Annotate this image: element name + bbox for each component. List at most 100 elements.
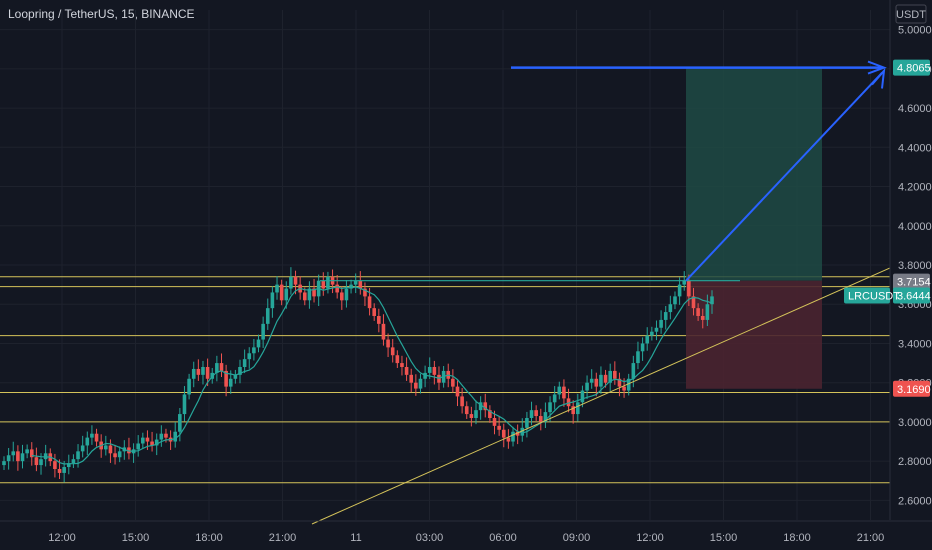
x-tick-label: 15:00 (122, 532, 150, 544)
candle-body (326, 276, 330, 289)
candle-body (284, 288, 289, 301)
candle-body (349, 284, 353, 289)
ascending-trendline (311, 267, 891, 525)
candle-body (645, 335, 650, 344)
candle-body (599, 374, 603, 387)
candle-body (71, 459, 76, 464)
candle-body (233, 374, 238, 379)
candle-body (145, 437, 150, 442)
candle-body (552, 394, 557, 403)
candle-body (29, 449, 34, 458)
time-axis[interactable]: 12:00 15:00 18:00 21:00 11 03:00 06:00 09:00 12:… (0, 520, 932, 544)
candle-body (127, 447, 131, 454)
candle-body (34, 457, 39, 466)
candle-body (455, 386, 460, 397)
projection-arrow (685, 72, 883, 282)
candle-body (219, 363, 224, 371)
x-tick-label: 03:00 (416, 532, 444, 544)
candle-body (224, 370, 228, 387)
ma-line (31, 286, 713, 465)
candle-body (25, 449, 29, 454)
symbol-label-text: LRCUSDT (848, 291, 900, 303)
candle-body (650, 331, 654, 336)
price-label-text: 4.8065 (897, 63, 931, 75)
x-tick-label: 12:00 (48, 532, 76, 544)
arrow-head-right (867, 60, 887, 75)
candle-body (381, 323, 386, 340)
candle-body (270, 292, 275, 309)
candle-body (20, 453, 25, 462)
x-tick-label: 21:00 (269, 532, 297, 544)
y-tick-label: 5.0000 (898, 25, 932, 37)
candle-body (335, 284, 339, 293)
candle-body (173, 431, 178, 442)
candle-body (668, 304, 673, 313)
candle-body (205, 367, 210, 379)
price-axis[interactable]: USDT (889, 0, 932, 520)
y-tick-label: 4.2000 (898, 182, 932, 194)
y-tick-label: 4.6000 (898, 103, 932, 115)
currency-label: USDT (896, 9, 926, 21)
candle-body (80, 445, 85, 452)
candle-body (682, 280, 687, 285)
candle-body (580, 390, 585, 403)
candle-body (710, 296, 714, 305)
candle-body (141, 437, 145, 444)
candle-body (515, 431, 520, 436)
candle-body (358, 280, 363, 289)
candle-body (136, 443, 140, 450)
price-label-box (893, 273, 930, 290)
candle-body (252, 347, 256, 354)
candle-body (506, 437, 511, 442)
candle-body (302, 292, 307, 301)
candle-body (154, 439, 159, 446)
price-axis-bg (890, 0, 932, 520)
candle-body (57, 469, 62, 473)
candle-body (501, 429, 506, 438)
candle-body (451, 378, 455, 387)
candle-body (400, 363, 404, 367)
candle-body (414, 382, 418, 389)
x-tick-label: 09:00 (563, 532, 591, 544)
candle-body (608, 370, 612, 383)
candle-body (363, 288, 367, 297)
candle-body (478, 402, 483, 411)
candle-body (256, 339, 261, 348)
candle-body (215, 363, 219, 373)
candle-body (113, 453, 117, 458)
candle-body (76, 451, 80, 460)
chart-title: Loopring / TetherUS, 15, BINANCE (8, 7, 195, 21)
candle-body (293, 276, 298, 285)
drawings[interactable] (311, 60, 891, 525)
candle-body (617, 378, 622, 387)
candle-body (589, 378, 594, 383)
price-label-text: 3.6444 (897, 291, 931, 303)
y-tick-label: 3.0000 (898, 417, 932, 429)
candle-body (279, 284, 284, 301)
candle-body (483, 402, 488, 411)
candle-body (43, 453, 48, 460)
candle-body (469, 414, 474, 418)
candle-body (2, 461, 6, 466)
candle-body (566, 398, 571, 407)
candle-body (196, 368, 201, 375)
candle-body (191, 368, 196, 379)
candle-body (622, 386, 626, 391)
candle-body (418, 378, 423, 389)
x-tick-label: 18:00 (783, 532, 811, 544)
candle-body (312, 288, 316, 297)
candle-body (289, 276, 293, 289)
candle-body (631, 363, 636, 379)
candle-body (307, 288, 312, 301)
candle-body (464, 406, 469, 415)
x-tick-label: 11 (350, 532, 361, 544)
position-zones[interactable] (686, 67, 822, 389)
candle-body (525, 418, 529, 428)
arrow-head-diagonal (871, 67, 886, 89)
candle-body (187, 378, 191, 395)
y-tick-label: 3.8000 (898, 260, 932, 272)
candle-body (404, 367, 409, 375)
currency-badge[interactable] (895, 4, 927, 24)
moving-average (31, 280, 740, 465)
